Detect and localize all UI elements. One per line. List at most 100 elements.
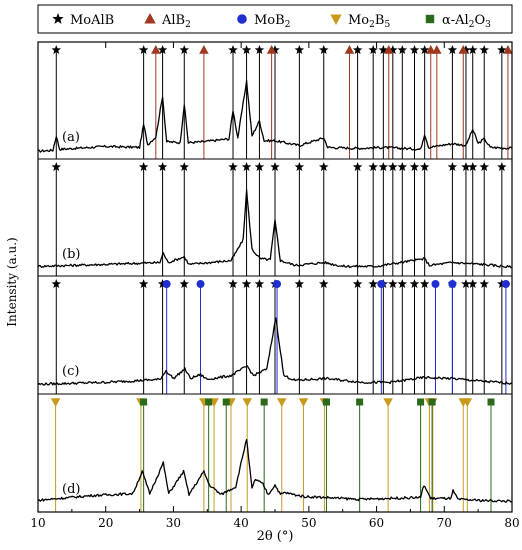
panels: (a) (b) (c) (d)	[37, 45, 513, 512]
ref-marker-MoAlB-1	[138, 279, 149, 289]
ref-marker-MoAlB-18	[461, 279, 471, 289]
ref-marker-MoAlB-3	[179, 162, 190, 172]
panel-label-2: (c)	[62, 364, 79, 379]
panel-2: (c)	[37, 279, 513, 394]
ref-marker-MoB2-2	[273, 280, 282, 288]
ref-marker-MoAlB-21	[497, 162, 507, 172]
ref-marker-α-Al2O3-5	[356, 398, 364, 406]
ref-marker-MoAlB-17	[447, 162, 458, 172]
ref-marker-MoAlB-11	[368, 45, 378, 55]
panel-label-3: (d)	[62, 482, 80, 497]
ref-marker-MoAlB-1	[138, 45, 149, 55]
ref-marker-MoAlB-8	[294, 279, 305, 289]
ref-marker-MoAlB-20	[479, 45, 489, 55]
ref-marker-MoAlB-20	[479, 162, 489, 172]
ref-marker-MoAlB-1	[138, 162, 149, 172]
ref-marker-MoAlB-5	[241, 45, 252, 55]
ref-marker-α-Al2O3-7	[428, 398, 436, 406]
ref-marker-MoAlB-18	[461, 162, 471, 172]
ref-marker-MoAlB-15	[409, 162, 420, 172]
legend-marker-0	[52, 13, 64, 24]
pattern-line-0	[37, 79, 513, 153]
ref-marker-MoAlB-12	[378, 45, 389, 55]
ref-marker-Mo2B5-5	[242, 398, 252, 407]
ref-marker-α-Al2O3-4	[322, 398, 330, 406]
ref-marker-MoAlB-2	[157, 162, 168, 172]
legend-entry-2: MoB2	[254, 13, 290, 30]
ref-marker-AlB2-8	[503, 45, 513, 54]
ref-marker-MoAlB-4	[228, 45, 238, 55]
ref-marker-MoAlB-4	[228, 279, 238, 289]
ref-marker-MoAlB-0	[51, 162, 62, 172]
ref-marker-MoAlB-21	[497, 45, 507, 55]
ref-marker-MoAlB-16	[419, 45, 430, 55]
ref-marker-MoB2-3	[377, 280, 386, 288]
ref-marker-α-Al2O3-3	[260, 398, 268, 406]
ref-marker-MoAlB-6	[254, 45, 265, 55]
ref-marker-MoB2-5	[448, 280, 457, 288]
ref-marker-MoAlB-6	[254, 162, 265, 172]
ref-marker-MoAlB-19	[467, 162, 478, 172]
x-tick-label-4: 50	[301, 516, 316, 530]
ref-marker-MoAlB-7	[270, 45, 280, 55]
ref-marker-AlB2-2	[266, 45, 277, 54]
ref-marker-MoAlB-19	[467, 279, 478, 289]
ref-marker-MoAlB-3	[179, 279, 190, 289]
ref-marker-Mo2B5-7	[298, 398, 309, 407]
x-tick-label-5: 60	[369, 516, 384, 530]
ref-marker-MoAlB-14	[397, 45, 408, 55]
y-axis-label: Intensity (a.u.)	[5, 237, 19, 326]
ref-marker-MoAlB-15	[409, 45, 420, 55]
ref-marker-MoAlB-5	[241, 162, 252, 172]
ref-marker-MoAlB-5	[241, 279, 252, 289]
ref-marker-MoAlB-0	[51, 279, 62, 289]
ref-marker-MoAlB-18	[461, 45, 471, 55]
x-tick-label-3: 40	[234, 516, 249, 530]
ref-marker-MoAlB-10	[352, 162, 363, 172]
panel-label-1: (b)	[62, 247, 80, 262]
legend-entry-0: MoAlB	[70, 13, 114, 28]
x-tick-label-2: 30	[166, 516, 181, 530]
legend-marker-1	[144, 13, 156, 24]
ref-marker-AlB2-6	[432, 45, 442, 54]
ref-marker-α-Al2O3-1	[205, 398, 213, 406]
ref-marker-MoAlB-21	[497, 279, 507, 289]
ref-marker-α-Al2O3-0	[140, 398, 148, 406]
ref-marker-MoAlB-11	[368, 162, 378, 172]
x-tick-label-1: 20	[98, 516, 113, 530]
ref-marker-AlB2-1	[199, 45, 209, 54]
ref-marker-MoAlB-0	[51, 45, 62, 55]
panel-label-0: (a)	[62, 130, 80, 145]
x-axis: 10 20 30 40 50 60 70 80	[30, 42, 520, 530]
ref-marker-MoAlB-2	[157, 279, 168, 289]
ref-marker-MoB2-4	[431, 280, 440, 288]
x-tick-label-7: 80	[504, 516, 519, 530]
ref-marker-Mo2B5-0	[50, 398, 61, 407]
ref-marker-MoAlB-14	[397, 279, 408, 289]
ref-marker-MoB2-1	[196, 280, 205, 288]
x-tick-label-6: 70	[437, 516, 452, 530]
ref-marker-α-Al2O3-2	[222, 398, 230, 406]
legend-entry-3: Mo2B5	[348, 13, 390, 30]
ref-marker-MoAlB-8	[294, 45, 305, 55]
ref-marker-MoAlB-9	[319, 45, 329, 55]
legend-marker-3	[330, 14, 342, 25]
ref-marker-MoAlB-8	[294, 162, 305, 172]
ref-marker-MoAlB-9	[319, 279, 329, 289]
ref-marker-MoAlB-2	[157, 45, 168, 55]
ref-marker-α-Al2O3-6	[417, 398, 425, 406]
ref-marker-MoAlB-14	[397, 162, 408, 172]
ref-marker-Mo2B5-13	[462, 398, 473, 407]
ref-marker-MoAlB-13	[388, 279, 398, 289]
ref-marker-MoAlB-6	[254, 279, 265, 289]
ref-marker-MoAlB-7	[270, 162, 280, 172]
ref-marker-MoAlB-17	[447, 45, 458, 55]
ref-marker-AlB2-7	[458, 45, 468, 54]
ref-marker-AlB2-4	[384, 45, 394, 54]
ref-marker-MoAlB-12	[378, 162, 389, 172]
ref-marker-Mo2B5-6	[277, 398, 287, 407]
panel-0: (a)	[37, 45, 513, 159]
ref-marker-MoAlB-3	[179, 45, 190, 55]
ref-marker-MoAlB-19	[467, 45, 478, 55]
